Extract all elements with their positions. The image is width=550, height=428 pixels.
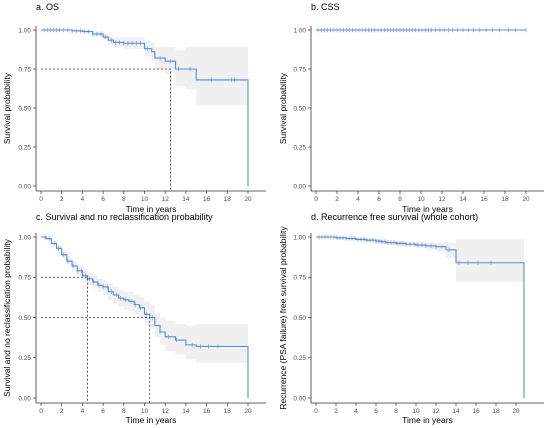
x-tick-label: 4 — [356, 196, 360, 203]
y-tick-label: 0.00 — [293, 183, 306, 190]
x-tick-label: 0 — [314, 196, 318, 203]
y-tick-label: 1.00 — [18, 27, 31, 34]
x-tick-label: 6 — [377, 196, 381, 203]
x-tick-label: 20 — [522, 196, 530, 203]
confidence-band — [41, 237, 248, 363]
confidence-band — [316, 237, 524, 283]
y-tick-label: 0.00 — [18, 395, 31, 402]
x-tick-label: 8 — [398, 196, 402, 203]
x-tick-label: 0 — [39, 408, 43, 415]
x-tick-label: 18 — [224, 196, 232, 203]
x-tick-label: 12 — [162, 196, 170, 203]
y-tick-label: 0.25 — [293, 355, 306, 362]
x-tick-label: 0 — [314, 408, 318, 415]
y-axis-label: Survival probability — [2, 72, 12, 144]
x-tick-label: 2 — [60, 196, 64, 203]
y-tick-label: 1.00 — [18, 234, 31, 241]
y-tick-label: 0.25 — [18, 144, 31, 151]
survival-curve — [41, 29, 249, 186]
y-axis-label: Recurrence (PSA failure) free survival p… — [278, 226, 288, 410]
x-tick-label: 20 — [512, 408, 520, 415]
x-tick-label: 18 — [224, 408, 232, 415]
x-tick-label: 0 — [39, 196, 43, 203]
x-tick-label: 6 — [101, 196, 105, 203]
x-tick-label: 12 — [432, 408, 440, 415]
x-tick-label: 4 — [81, 408, 85, 415]
y-tick-label: 0.00 — [293, 395, 306, 402]
y-tick-label: 0.75 — [293, 275, 306, 282]
x-tick-label: 16 — [472, 408, 480, 415]
y-tick-label: 0.00 — [18, 183, 31, 190]
y-tick-label: 0.75 — [293, 66, 306, 73]
y-tick-label: 0.25 — [18, 355, 31, 362]
x-tick-label: 18 — [501, 196, 509, 203]
y-tick-label: 1.00 — [293, 234, 306, 241]
x-tick-label: 12 — [162, 408, 170, 415]
chart-panel-a: a. OS 0.00 0.25 0.50 0.75 1.00 0 2 4 6 8 10 12 14 16 18… — [2, 2, 266, 214]
y-tick-label: 0.50 — [293, 105, 306, 112]
y-tick-label: 1.00 — [293, 27, 306, 34]
x-tick-label: 4 — [354, 408, 358, 415]
x-tick-label: 10 — [417, 196, 425, 203]
panel-title: d. Recurrence free survival (whole cohor… — [311, 212, 478, 222]
y-tick-label: 0.75 — [18, 66, 31, 73]
confidence-band — [41, 30, 248, 105]
x-axis-label: Time in years — [402, 204, 453, 214]
x-tick-label: 4 — [81, 196, 85, 203]
y-tick-label: 0.25 — [293, 144, 306, 151]
y-tick-label: 0.75 — [18, 275, 31, 282]
x-tick-label: 8 — [122, 196, 126, 203]
y-axis-label: Survival and no reclassification probabi… — [2, 238, 12, 397]
x-tick-label: 2 — [335, 196, 339, 203]
panel-title: c. Survival and no reclassification prob… — [36, 212, 213, 222]
x-tick-label: 14 — [459, 196, 467, 203]
x-tick-label: 12 — [438, 196, 446, 203]
y-tick-label: 0.50 — [18, 315, 31, 322]
x-axis-label: Time in years — [402, 415, 453, 425]
y-axis-label: Survival probability — [278, 72, 288, 144]
x-tick-label: 2 — [60, 408, 64, 415]
x-tick-label: 14 — [452, 408, 460, 415]
x-axis-label: Time in years — [126, 415, 177, 425]
y-tick-label: 0.50 — [293, 315, 306, 322]
x-axis-label: Time in years — [126, 204, 177, 214]
survival-curve — [41, 236, 249, 398]
x-tick-label: 14 — [182, 408, 190, 415]
x-tick-label: 18 — [492, 408, 500, 415]
x-tick-label: 6 — [101, 408, 105, 415]
x-tick-label: 16 — [203, 196, 211, 203]
reference-line — [41, 68, 171, 191]
y-tick-label: 0.50 — [18, 105, 31, 112]
panel-title: a. OS — [36, 2, 59, 12]
x-tick-label: 6 — [374, 408, 378, 415]
x-tick-label: 8 — [394, 408, 398, 415]
x-tick-label: 2 — [334, 408, 338, 415]
chart-panel-c: c. Survival and no reclassification prob… — [2, 212, 266, 425]
x-tick-label: 16 — [480, 196, 488, 203]
reference-line — [41, 317, 151, 403]
x-tick-label: 20 — [244, 196, 252, 203]
chart-panel-b: b. CSS 0.00 0.25 0.50 0.75 1.00 0 2 4 6 8 10 12 14 16 1… — [278, 2, 544, 214]
chart-panel-d: d. Recurrence free survival (whole cohor… — [278, 212, 544, 425]
x-tick-label: 20 — [244, 408, 252, 415]
reference-line — [41, 276, 88, 403]
x-tick-label: 10 — [141, 196, 149, 203]
x-tick-label: 14 — [182, 196, 190, 203]
x-tick-label: 10 — [141, 408, 149, 415]
x-tick-label: 16 — [203, 408, 211, 415]
panel-title: b. CSS — [311, 2, 340, 12]
x-tick-label: 8 — [122, 408, 126, 415]
x-tick-label: 10 — [412, 408, 420, 415]
